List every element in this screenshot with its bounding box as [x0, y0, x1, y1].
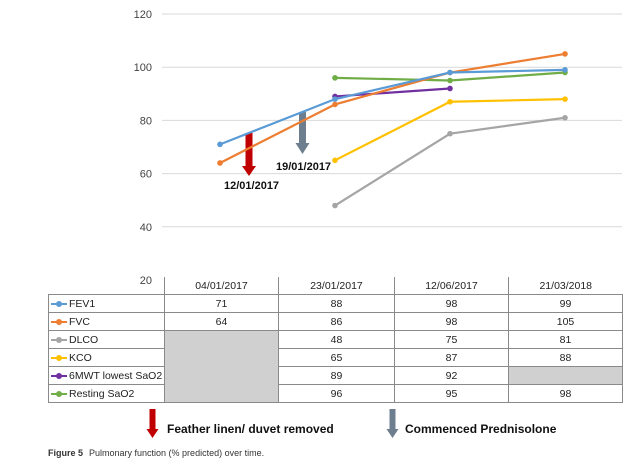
- table-cell: 86: [278, 312, 395, 331]
- series-label: FVC: [48, 312, 165, 331]
- table-row: FVC 64 86 98 105: [48, 312, 623, 331]
- event-arrows: 12/01/2017 19/01/2017: [224, 112, 331, 192]
- grey-arrow-icon: [389, 409, 396, 430]
- red-arrow-icon: [149, 409, 156, 430]
- data-point: [332, 202, 338, 209]
- series-fvc: [217, 51, 568, 166]
- series-kco: [332, 96, 568, 164]
- data-point: [562, 67, 568, 73]
- table-cell: 92: [394, 366, 509, 385]
- table-cell: 89: [278, 366, 395, 385]
- y-tick-label: 100: [134, 62, 152, 74]
- data-point: [332, 157, 338, 164]
- data-point: [332, 75, 338, 81]
- column-header: 12/06/2017: [394, 277, 509, 295]
- y-tick-label: 40: [140, 222, 152, 234]
- data-point: [217, 141, 223, 148]
- data-table: 04/01/2017 23/01/2017 12/06/2017 21/03/2018…: [48, 277, 623, 403]
- table-cell: 48: [278, 330, 395, 349]
- table-cell: 98: [508, 384, 623, 403]
- table-cell: 105: [508, 312, 623, 331]
- table-cell: 98: [394, 294, 509, 313]
- table-cell: 71: [164, 294, 279, 313]
- series-line: [219, 52, 566, 164]
- table-row: KCO 65 87 88: [48, 348, 623, 367]
- data-point: [332, 101, 338, 108]
- legend-prednisolone: Commenced Prednisolone: [386, 409, 557, 438]
- table-cell: 88: [508, 348, 623, 367]
- legend-swatch-icon: [51, 372, 67, 380]
- table-cell: 64: [164, 312, 279, 331]
- data-point: [447, 69, 453, 76]
- caption-text: Pulmonary function (% predicted) over ti…: [89, 448, 265, 458]
- legend-feather-label: Feather linen/ duvet removed: [167, 422, 334, 436]
- table-header-row: 04/01/2017 23/01/2017 12/06/2017 21/03/2018: [49, 277, 623, 295]
- series-label: DLCO: [48, 330, 165, 349]
- gridlines: [162, 13, 622, 228]
- data-point: [447, 77, 453, 84]
- column-header: 21/03/2018: [508, 277, 623, 295]
- table-row: DLCO 48 75 81: [48, 330, 623, 403]
- data-point: [562, 51, 568, 57]
- table-cell: 88: [278, 294, 395, 313]
- legend-swatch-icon: [51, 300, 67, 308]
- table-cell: 75: [394, 330, 509, 349]
- table-cell: 98: [394, 312, 509, 331]
- series-line: [219, 68, 566, 146]
- table-cell: 95: [394, 384, 509, 403]
- column-header: 04/01/2017: [164, 277, 279, 295]
- legend-swatch-icon: [51, 318, 67, 326]
- data-point: [447, 98, 453, 105]
- series-line: [334, 98, 566, 162]
- y-tick-label: 80: [140, 115, 152, 127]
- table-cell: 65: [278, 348, 395, 367]
- y-tick-label: 120: [134, 9, 152, 21]
- series-lines: [217, 51, 568, 209]
- legend-feather: Feather linen/ duvet removed: [146, 409, 334, 438]
- figure-caption: Figure 5 Pulmonary function (% predicted)…: [48, 448, 264, 458]
- series-label: Resting SaO2: [48, 384, 165, 403]
- table-cell-empty: [164, 330, 279, 403]
- table-cell: [508, 366, 623, 385]
- y-axis-ticks: 20 40 60 80 100 120: [134, 9, 152, 287]
- table-cell: 96: [278, 384, 395, 403]
- prednisolone-arrow: [295, 112, 310, 154]
- table-cell: 87: [394, 348, 509, 367]
- y-tick-label: 60: [140, 169, 152, 181]
- feather-removed-arrow: [242, 133, 256, 176]
- annotation-12-01-2017: 12/01/2017: [224, 180, 279, 192]
- legend-swatch-icon: [51, 354, 67, 362]
- data-point: [562, 96, 568, 102]
- data-point: [562, 114, 568, 121]
- caption-figure-number: Figure 5: [48, 448, 84, 458]
- legend-swatch-icon: [51, 390, 67, 398]
- y-tick-label: 20: [140, 275, 152, 287]
- table-row: Resting SaO2 96 95 98: [48, 384, 623, 403]
- series-label: 6MWT lowest SaO2: [48, 366, 165, 385]
- column-header: 23/01/2017: [278, 277, 395, 295]
- table-cell: 81: [508, 330, 623, 349]
- series-label: FEV1: [48, 294, 165, 313]
- table-corner: [49, 277, 165, 295]
- series-dlco: [332, 114, 568, 209]
- table-row: FEV1 71 88 98 99: [48, 294, 623, 313]
- series-fev1: [217, 67, 568, 148]
- data-point: [447, 130, 453, 137]
- data-point: [217, 160, 223, 166]
- table-cell: 99: [508, 294, 623, 313]
- legend-swatch-icon: [51, 336, 67, 344]
- series-label: KCO: [48, 348, 165, 367]
- data-point: [447, 85, 453, 92]
- annotation-19-01-2017: 19/01/2017: [276, 161, 331, 173]
- legend-prednisolone-label: Commenced Prednisolone: [405, 422, 557, 436]
- table-row: 6MWT lowest SaO2 89 92: [48, 366, 623, 385]
- data-point: [332, 96, 338, 102]
